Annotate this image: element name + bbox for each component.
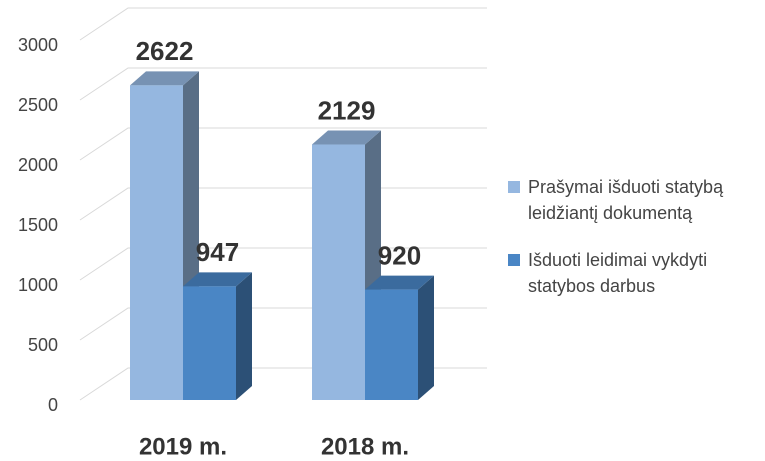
value-label: 947 (196, 237, 239, 267)
y-tick-label: 2000 (18, 155, 58, 175)
legend-label: Prašymai išduoti statybą leidžiantį doku… (528, 177, 724, 223)
bar-top (183, 272, 252, 287)
legend-item: Išduoti leidimai vykdyti statybos darbus (508, 247, 758, 299)
grid-line (79, 127, 487, 161)
y-tick-label: 2500 (18, 95, 58, 115)
x-tick-label: 2019 m. (139, 433, 227, 460)
legend-swatch (508, 254, 520, 266)
value-label: 2622 (136, 36, 194, 66)
bar-top (130, 71, 199, 86)
bar (365, 289, 418, 400)
value-label: 920 (378, 240, 421, 270)
y-tick-label: 0 (48, 395, 58, 415)
x-tick-label: 2018 m. (321, 433, 409, 460)
legend-item: Prašymai išduoti statybą leidžiantį doku… (508, 174, 758, 226)
bar-top (365, 275, 434, 290)
legend-label: Išduoti leidimai vykdyti statybos darbus (528, 250, 708, 296)
bar (183, 286, 236, 400)
grid-line (79, 7, 487, 41)
bar-top (312, 130, 381, 145)
bar-side (418, 275, 434, 400)
y-tick-label: 1000 (18, 275, 58, 295)
y-tick-label: 500 (28, 335, 58, 355)
legend-swatch (508, 181, 520, 193)
bar (312, 144, 365, 400)
value-label: 2129 (318, 95, 376, 125)
bar (130, 85, 183, 401)
bar-side (236, 272, 252, 400)
y-tick-label: 1500 (18, 215, 58, 235)
y-tick-label: 3000 (18, 35, 58, 55)
grid-line (79, 67, 487, 101)
